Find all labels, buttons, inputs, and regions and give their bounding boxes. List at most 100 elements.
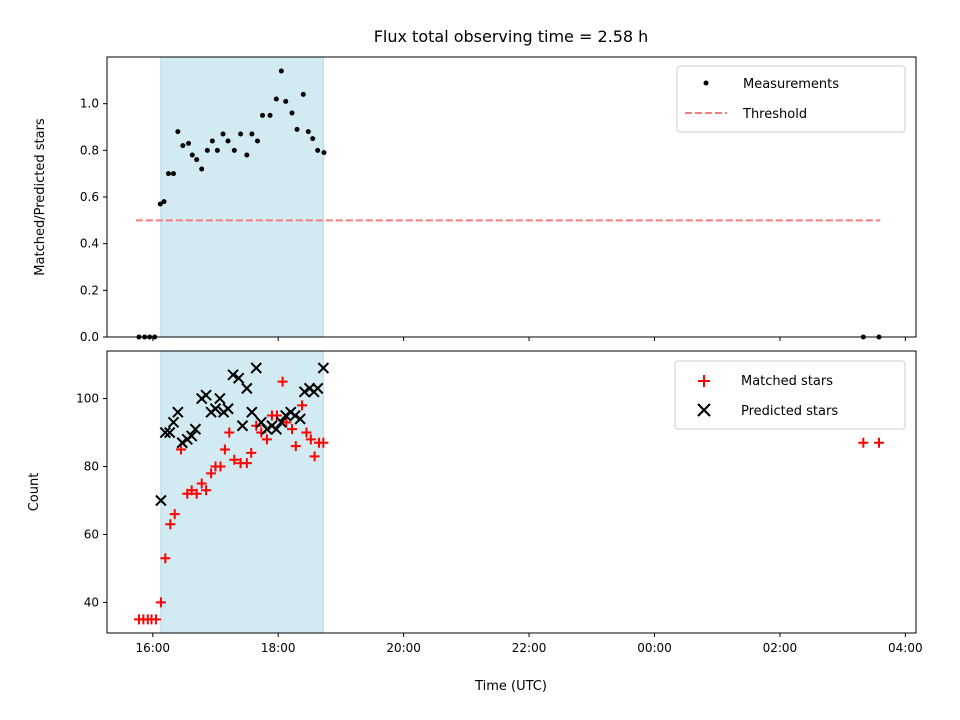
predicted-star-point [289,409,301,422]
x-tick-label: 20:00 [386,641,421,655]
predicted-star-point [312,382,324,395]
predicted-star-point [280,409,292,422]
chart-title: Flux total observing time = 2.58 h [374,27,649,46]
predicted-star-point [176,437,188,449]
measurement-point [315,147,321,153]
matched-star-point [318,437,329,448]
matched-star-point [186,485,197,496]
legend-matched-label: Matched stars [741,374,833,389]
matched-star-point [277,376,288,387]
measurement-point [204,147,210,153]
predicted-star-point [246,406,258,418]
predicted-star-point [294,413,306,425]
measurement-point [231,147,237,153]
predicted-star-point [227,369,239,381]
matched-star-point [206,468,217,479]
measurement-point [214,147,220,153]
predicted-star-point [250,362,262,374]
y-tick-label: 40 [84,595,99,609]
x-tick-label: 04:00 [888,641,923,655]
legend-matched-marker [698,375,710,387]
predicted-star-point [236,420,249,432]
predicted-star-point [275,416,288,429]
matched-star-point [241,458,252,469]
bottom-panel-ylabel: Count [27,473,42,512]
measurement-point [220,131,226,137]
measurement-point [289,110,295,116]
measurement-point [310,136,316,142]
matched-star-point [297,400,308,411]
y-tick-label: 0.6 [80,190,99,204]
matched-star-point [196,478,207,489]
measurement-point [283,98,289,104]
y-tick-label: 80 [84,460,99,474]
matched-star-point [281,417,292,428]
measurement-point [180,143,186,149]
matched-star-point [251,420,262,431]
predicted-star-point [155,494,167,507]
top-legend: Measurements Threshold [676,65,906,133]
measurement-point [249,131,255,137]
predicted-star-point [270,423,283,435]
y-tick-label: 0.2 [80,283,99,297]
x-tick-label: 22:00 [512,641,547,655]
matched-star-point [155,597,166,608]
predicted-star-point [298,386,311,398]
matched-star-point [219,444,230,455]
measurement-point [321,150,327,156]
y-tick-label: 0.4 [80,237,99,251]
matched-star-point [229,454,240,465]
matched-star-point [165,519,176,530]
top-panel: 0.0 0.2 0.4 0.6 0.8 1.0 Matched/Predicted sta… [33,56,917,344]
predicted-star-point [241,382,253,395]
predicted-star-point [209,403,222,415]
measurement-point [165,171,171,177]
matched-star-point [215,461,226,472]
legend-measurements-label: Measurements [743,77,839,92]
predicted-star-point [185,430,198,442]
measurement-point [294,126,300,132]
predicted-star-point [164,426,176,439]
legend-threshold-label: Threshold [742,107,807,122]
measurement-point [209,138,215,144]
measurement-point [238,131,244,137]
y-tick-label: 60 [84,527,99,541]
measurement-point [273,96,279,102]
legend-predicted-marker [697,403,711,417]
measurement-point [186,140,192,146]
measurement-point [225,138,231,144]
matched-star-point [290,441,301,452]
matched-star-point [224,427,235,438]
matched-star-point [309,451,320,462]
matched-star-point [169,509,180,520]
predicted-star-point [200,389,212,401]
measurement-point [157,201,163,207]
measurement-point [305,129,311,135]
predicted-star-point [232,372,245,384]
bottom-panel: 40 60 80 100 16:00 18:00 20:00 22:00 00:00 02:00… [27,350,923,694]
predicted-star-point [189,423,202,435]
predicted-star-point [214,392,226,405]
measurement-point [161,199,167,205]
measurement-point [170,171,176,177]
matched-star-point [301,427,312,438]
predicted-star-point [261,423,273,435]
matched-star-point [150,614,161,625]
matched-star-point [201,485,212,496]
predicted-star-point [222,403,234,415]
y-tick-label: 1.0 [80,97,99,111]
measurement-point [244,152,250,158]
matched-star-point [160,553,171,564]
matched-star-point [305,434,316,445]
x-tick-label: 02:00 [763,641,798,655]
y-tick-label: 0.8 [80,143,99,157]
predicted-star-point [317,362,330,374]
measurement-point [255,138,261,144]
measurement-point [278,68,284,74]
matched-star-point [176,444,187,455]
measurement-point [175,129,181,135]
predicted-star-point [159,426,172,439]
measurement-point [194,157,200,163]
measurement-point [199,166,205,172]
